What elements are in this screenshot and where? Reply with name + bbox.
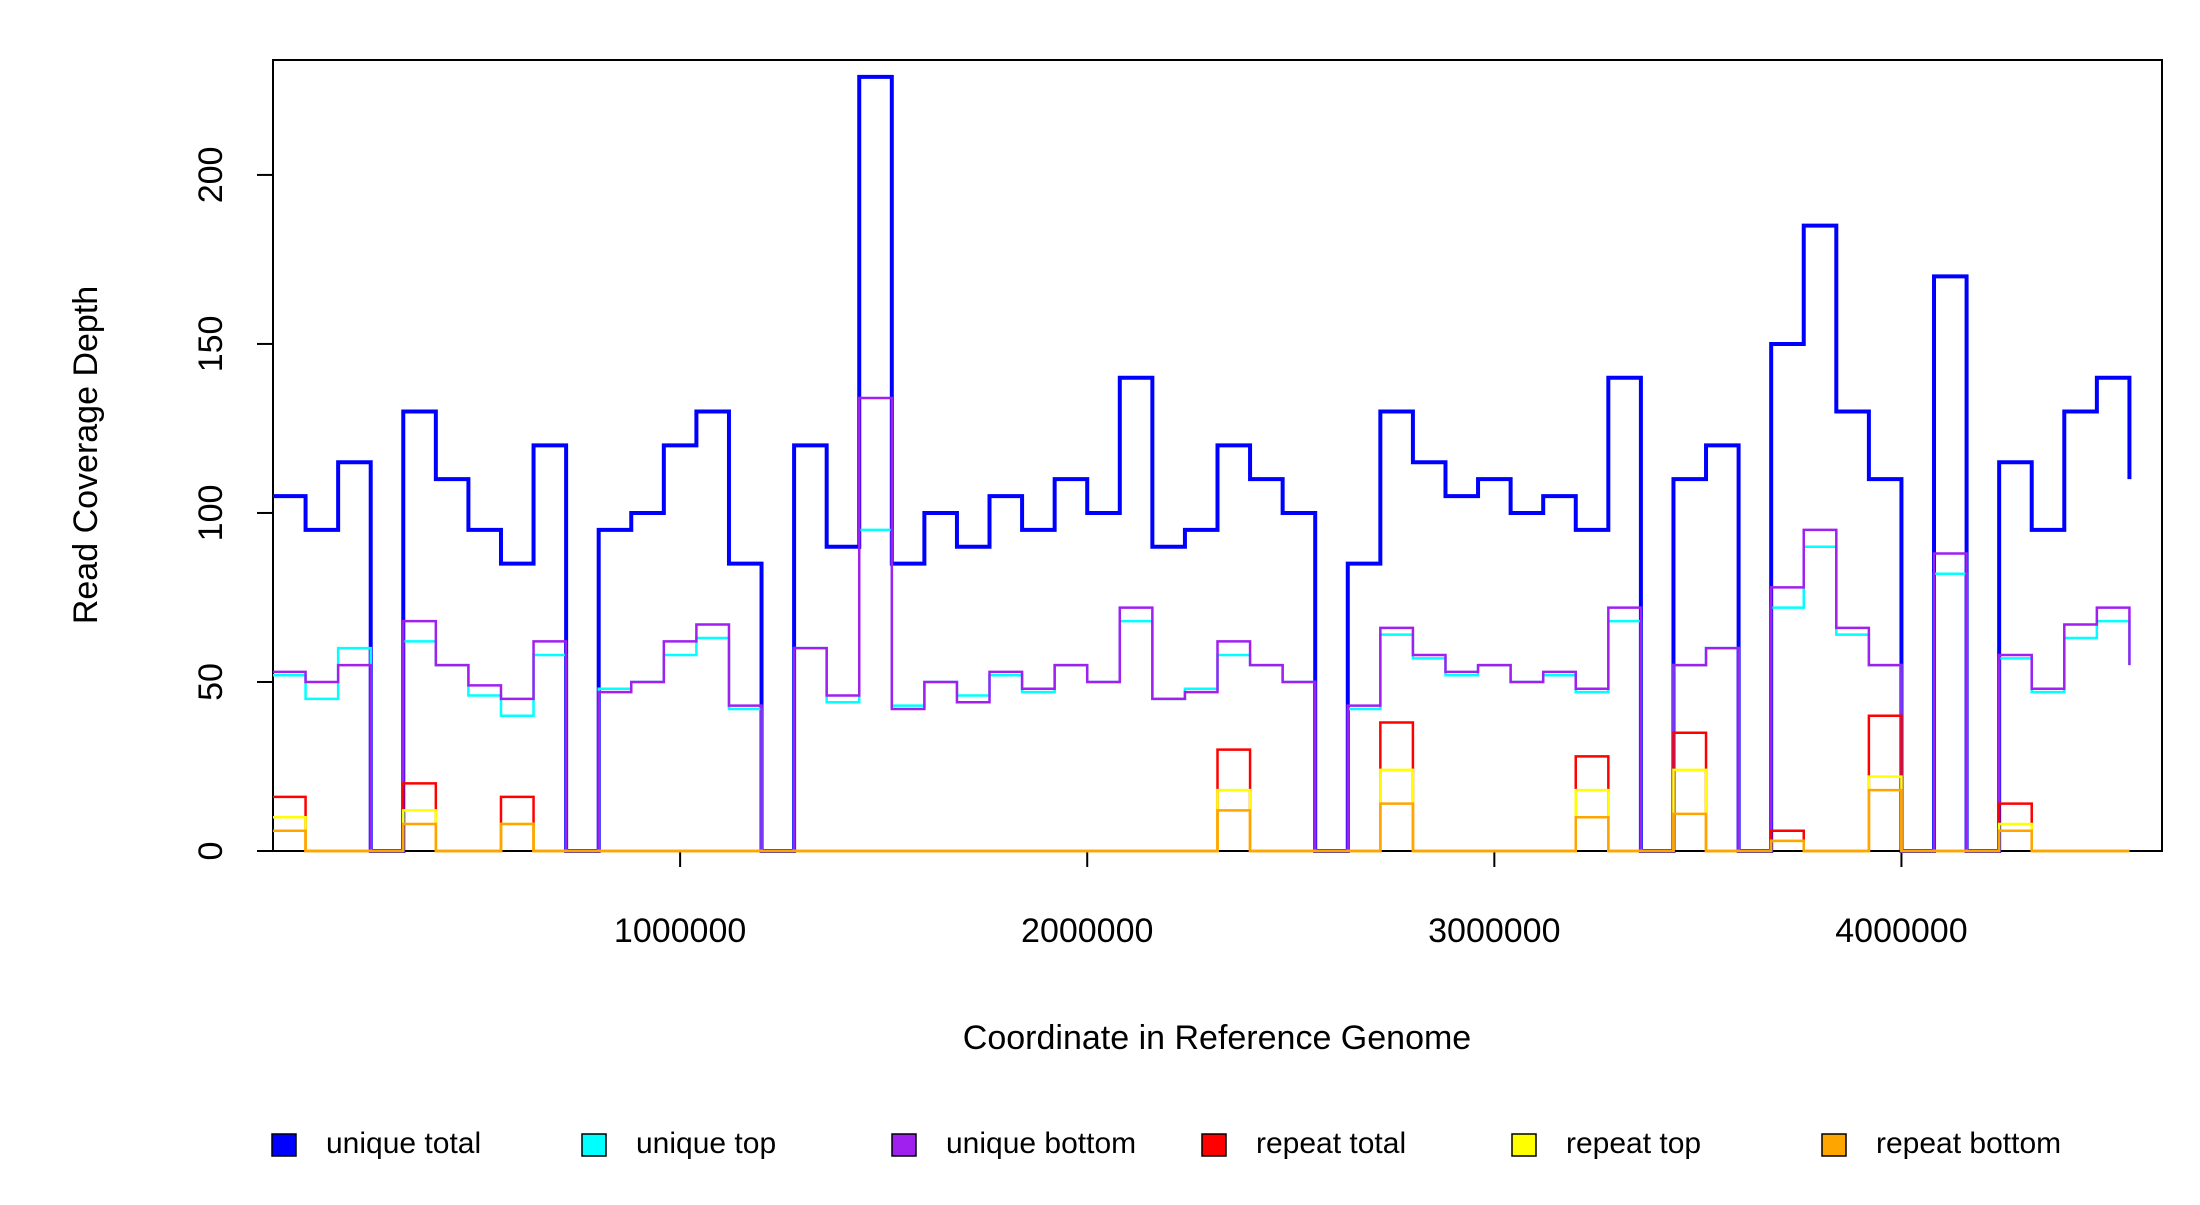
legend-swatch	[581, 1133, 607, 1157]
legend-swatch	[1201, 1133, 1227, 1157]
legend-swatch	[271, 1133, 297, 1157]
legend-label: unique bottom	[946, 1127, 1136, 1160]
x-axis-title: Coordinate in Reference Genome	[963, 1019, 1471, 1057]
legend-label: repeat top	[1566, 1127, 1701, 1160]
y-tick-label: 200	[192, 147, 230, 204]
y-tick-label: 0	[192, 842, 230, 861]
series-line	[273, 714, 2130, 853]
x-tick-label: 2000000	[1021, 912, 1153, 950]
series-line	[273, 74, 2132, 853]
legend-label: unique top	[636, 1127, 776, 1160]
legend-swatch	[891, 1133, 917, 1157]
series-line	[273, 768, 2130, 853]
series-line	[273, 788, 2130, 853]
legend-label: repeat total	[1256, 1127, 1406, 1160]
series-line	[273, 528, 2131, 853]
x-tick-label: 3000000	[1428, 912, 1560, 950]
legend-label: unique total	[326, 1127, 481, 1160]
x-tick-label: 1000000	[614, 912, 746, 950]
x-tick-label: 4000000	[1835, 912, 1967, 950]
series-line	[273, 396, 2131, 853]
legend-label: repeat bottom	[1876, 1127, 2061, 1160]
y-tick-label: 50	[192, 663, 230, 701]
y-tick-label: 100	[192, 485, 230, 542]
y-tick-label: 150	[192, 316, 230, 373]
legend-swatch	[1511, 1133, 1537, 1157]
y-axis-title: Read Coverage Depth	[67, 286, 105, 624]
legend-swatch	[1821, 1133, 1847, 1157]
legend: unique total unique top unique bottom repea…	[271, 1127, 2061, 1160]
